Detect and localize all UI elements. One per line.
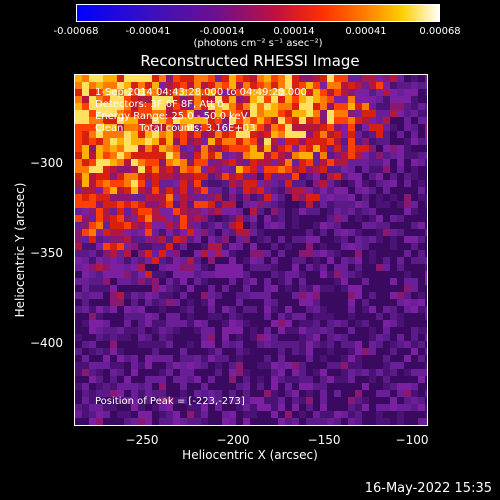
- info-detectors: Detectors: 3F 6F 8F, Att 0: [95, 99, 224, 110]
- rhessi-image: [75, 75, 427, 425]
- colorbar-tick: -0.00014: [199, 26, 245, 37]
- colorbar-tick: 0.00014: [273, 26, 315, 37]
- info-time-range: 1-Sep-2014 04:43:28.000 to 04:49:28.000: [95, 87, 307, 98]
- plot-title: Reconstructed RHESSI Image: [140, 52, 360, 70]
- x-tick-label: −150: [307, 433, 341, 447]
- y-axis-label: Heliocentric Y (arcsec): [13, 182, 27, 318]
- colorbar: [76, 4, 440, 22]
- colorbar-tick: -0.00041: [125, 26, 171, 37]
- x-tick-label: −100: [395, 433, 429, 447]
- x-tick-label: −200: [216, 433, 250, 447]
- y-tick-label: −400: [30, 336, 63, 350]
- colorbar-tick: 0.00041: [345, 26, 387, 37]
- y-tick-label: −300: [30, 156, 63, 170]
- y-tick-label: −350: [30, 246, 63, 260]
- info-energy-range: Energy Range: 25.0 - 50.0 keV: [95, 111, 248, 122]
- info-counts: Clean Total counts: 3.16E+03: [95, 123, 256, 134]
- colorbar-units: (photons cm⁻² s⁻¹ asec⁻²): [193, 38, 323, 49]
- colorbar-tick: -0.00068: [53, 26, 99, 37]
- timestamp: 16-May-2022 15:35: [364, 481, 492, 496]
- x-tick-label: −250: [125, 433, 159, 447]
- peak-position: Position of Peak = [-223,-273]: [95, 396, 245, 407]
- x-axis-label: Heliocentric X (arcsec): [182, 448, 318, 462]
- colorbar-tick: 0.00068: [419, 26, 461, 37]
- image-plot: 1-Sep-2014 04:43:28.000 to 04:49:28.000 …: [74, 74, 428, 426]
